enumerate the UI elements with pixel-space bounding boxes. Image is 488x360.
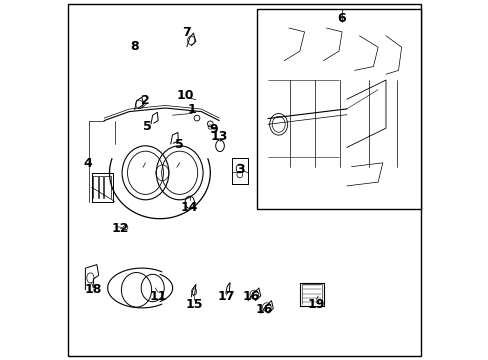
Text: 11: 11 (149, 291, 166, 303)
Text: 8: 8 (130, 40, 139, 53)
Text: 10: 10 (176, 89, 193, 102)
Text: 19: 19 (307, 298, 325, 311)
Text: 6: 6 (337, 12, 346, 24)
Text: 4: 4 (83, 157, 92, 170)
Text: 16: 16 (243, 291, 260, 303)
Text: 1: 1 (187, 103, 196, 116)
Text: 2: 2 (141, 94, 149, 107)
Text: 16: 16 (255, 303, 272, 316)
Text: 13: 13 (210, 130, 227, 143)
Text: 9: 9 (209, 123, 218, 136)
Text: 17: 17 (217, 291, 235, 303)
Text: 7: 7 (182, 26, 191, 39)
Text: 15: 15 (185, 298, 203, 311)
Text: 14: 14 (181, 201, 198, 213)
Text: 18: 18 (84, 283, 102, 296)
Text: 5: 5 (175, 138, 183, 150)
Text: 3: 3 (236, 163, 244, 176)
Bar (257, 9, 420, 209)
Text: 12: 12 (111, 222, 129, 235)
Text: 5: 5 (142, 120, 151, 132)
